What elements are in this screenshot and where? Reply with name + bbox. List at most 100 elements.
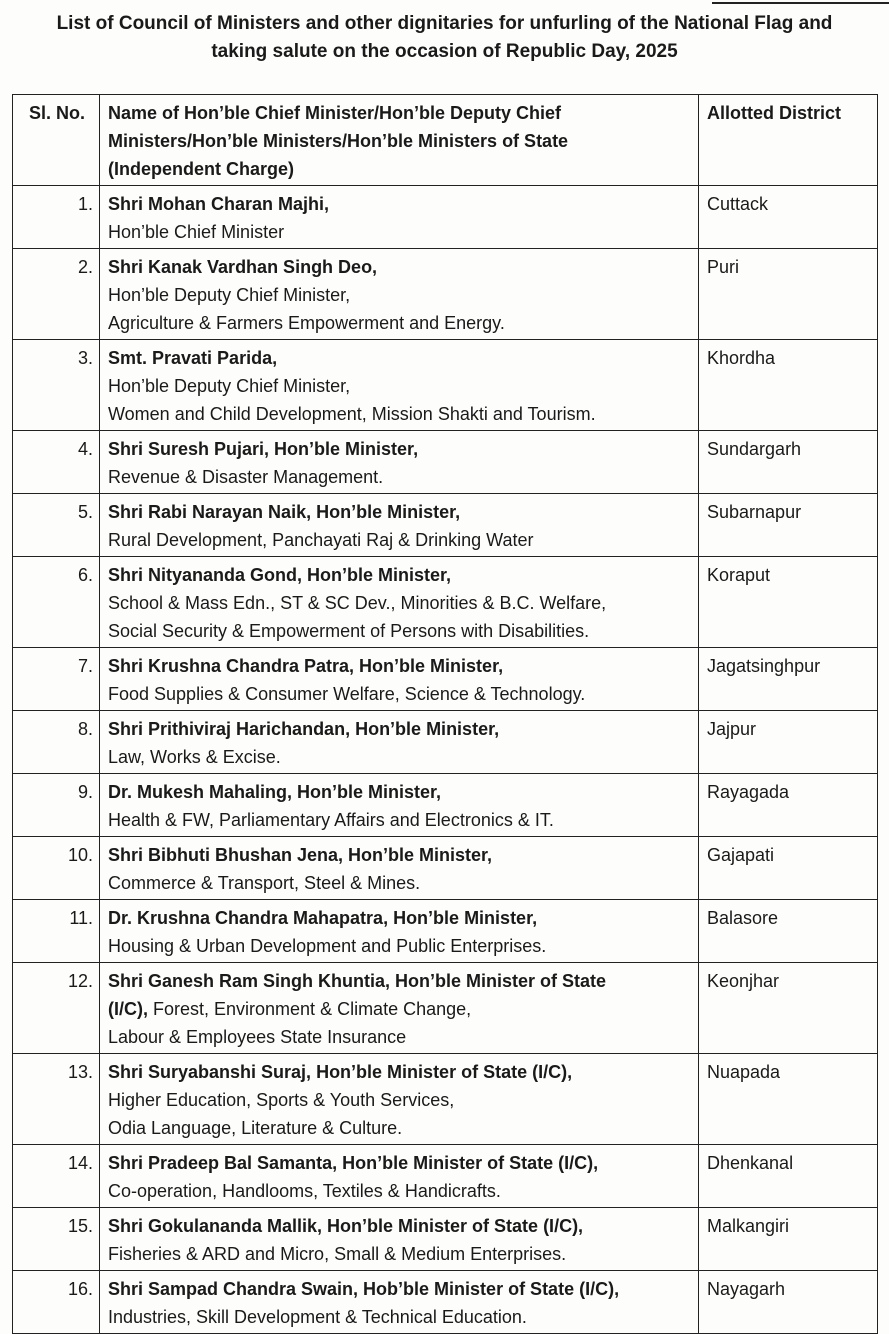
allotted-district: Puri: [698, 248, 878, 340]
allotted-district: Nayagarh: [698, 1270, 878, 1334]
sl-no: 12.: [12, 962, 100, 1054]
table-row: 14. Shri Pradeep Bal Samanta, Hon’ble Min…: [12, 1144, 878, 1208]
minister-details: Smt. Pravati Parida, Hon’ble Deputy Chief…: [99, 339, 699, 431]
document-title: List of Council of Ministers and other d…: [0, 10, 889, 66]
sl-no: 16.: [12, 1270, 100, 1334]
sl-no: 3.: [12, 339, 100, 431]
detail-line: Dr. Krushna Chandra Mahapatra, Hon’ble M…: [108, 904, 690, 932]
sl-no: 14.: [12, 1144, 100, 1208]
minister-details: Shri Sampad Chandra Swain, Hob’ble Minis…: [99, 1270, 699, 1334]
allotment-table: Sl. No. Name of Hon’ble Chief Minister/H…: [12, 94, 878, 1334]
plain-text: Commerce & Transport, Steel & Mines.: [108, 873, 421, 893]
allotted-district: Khordha: [698, 339, 878, 431]
bold-text: Shri Ganesh Ram Singh Khuntia, Hon’ble M…: [108, 971, 607, 991]
plain-text: School & Mass Edn., ST & SC Dev., Minori…: [108, 593, 607, 613]
detail-line: Labour & Employees State Insurance: [108, 1023, 690, 1051]
sl-no: 1.: [12, 185, 100, 249]
minister-details: Shri Nityananda Gond, Hon’ble Minister, S…: [99, 556, 699, 648]
bold-text: Shri Rabi Narayan Naik, Hon’ble Minister…: [108, 502, 461, 522]
title-line-1: List of Council of Ministers and other d…: [56, 13, 833, 34]
minister-details: Shri Bibhuti Bhushan Jena, Hon’ble Minis…: [99, 836, 699, 900]
table-row: 9. Dr. Mukesh Mahaling, Hon’ble Minister,…: [12, 773, 878, 837]
plain-text: Hon’ble Chief Minister: [108, 222, 285, 242]
table-row: 16. Shri Sampad Chandra Swain, Hob’ble Mi…: [12, 1270, 878, 1334]
table-row: 10. Shri Bibhuti Bhushan Jena, Hon’ble Mi…: [12, 836, 878, 900]
title-line-2: taking salute on the occasion of Republi…: [211, 41, 678, 62]
table-row: 7. Shri Krushna Chandra Patra, Hon’ble Mi…: [12, 647, 878, 711]
sl-no: 4.: [12, 430, 100, 494]
allotted-district: Nuapada: [698, 1053, 878, 1145]
plain-text: Hon’ble Deputy Chief Minister,: [108, 285, 351, 305]
minister-details: Shri Krushna Chandra Patra, Hon’ble Mini…: [99, 647, 699, 711]
sl-no: 8.: [12, 710, 100, 774]
sl-no: 11.: [12, 899, 100, 963]
plain-text: Odia Language, Literature & Culture.: [108, 1118, 403, 1138]
table-row: 15. Shri Gokulananda Mallik, Hon’ble Mini…: [12, 1207, 878, 1271]
sl-no: 9.: [12, 773, 100, 837]
detail-line: School & Mass Edn., ST & SC Dev., Minori…: [108, 589, 690, 617]
bold-text: Shri Pradeep Bal Samanta, Hon’ble Minist…: [108, 1153, 599, 1173]
table-row: 4. Shri Suresh Pujari, Hon’ble Minister, R…: [12, 430, 878, 494]
detail-line: Shri Krushna Chandra Patra, Hon’ble Mini…: [108, 652, 690, 680]
header-name-line: (Independent Charge): [108, 159, 295, 179]
minister-details: Shri Kanak Vardhan Singh Deo, Hon’ble Dep…: [99, 248, 699, 340]
minister-details: Shri Gokulananda Mallik, Hon’ble Ministe…: [99, 1207, 699, 1271]
minister-details: Shri Pradeep Bal Samanta, Hon’ble Minist…: [99, 1144, 699, 1208]
plain-text: Food Supplies & Consumer Welfare, Scienc…: [108, 684, 586, 704]
detail-line: Shri Prithiviraj Harichandan, Hon’ble Mi…: [108, 715, 690, 743]
allotted-district: Koraput: [698, 556, 878, 648]
allotted-district: Sundargarh: [698, 430, 878, 494]
detail-line: Higher Education, Sports & Youth Service…: [108, 1086, 690, 1114]
sl-no: 10.: [12, 836, 100, 900]
detail-line: Shri Suresh Pujari, Hon’ble Minister,: [108, 435, 690, 463]
detail-line: Health & FW, Parliamentary Affairs and E…: [108, 806, 690, 834]
bold-text: (I/C),: [108, 999, 148, 1019]
bold-text: Shri Sampad Chandra Swain, Hob’ble Minis…: [108, 1279, 620, 1299]
table-row: 11. Dr. Krushna Chandra Mahapatra, Hon’bl…: [12, 899, 878, 963]
detail-line: Agriculture & Farmers Empowerment and En…: [108, 309, 690, 337]
bold-text: Shri Gokulananda Mallik, Hon’ble Ministe…: [108, 1216, 584, 1236]
plain-text: Fisheries & ARD and Micro, Small & Mediu…: [108, 1244, 567, 1264]
bold-text: Shri Kanak Vardhan Singh Deo,: [108, 257, 378, 277]
detail-line: Hon’ble Chief Minister: [108, 218, 690, 246]
detail-line: Shri Sampad Chandra Swain, Hob’ble Minis…: [108, 1275, 690, 1303]
header-district: Allotted District: [698, 94, 878, 186]
minister-details: Shri Prithiviraj Harichandan, Hon’ble Mi…: [99, 710, 699, 774]
plain-text: Health & FW, Parliamentary Affairs and E…: [108, 810, 554, 830]
detail-line: Shri Bibhuti Bhushan Jena, Hon’ble Minis…: [108, 841, 690, 869]
top-rule: [712, 2, 889, 4]
detail-line: Co-operation, Handlooms, Textiles & Hand…: [108, 1177, 690, 1205]
detail-line: Commerce & Transport, Steel & Mines.: [108, 869, 690, 897]
bold-text: Smt. Pravati Parida,: [108, 348, 278, 368]
table-row: 1. Shri Mohan Charan Majhi, Hon’ble Chief …: [12, 185, 878, 249]
plain-text: Industries, Skill Development & Technica…: [108, 1307, 527, 1327]
allotted-district: Malkangiri: [698, 1207, 878, 1271]
bold-text: Shri Prithiviraj Harichandan, Hon’ble Mi…: [108, 719, 500, 739]
plain-text: Law, Works & Excise.: [108, 747, 281, 767]
detail-line: Smt. Pravati Parida,: [108, 344, 690, 372]
bold-text: Shri Bibhuti Bhushan Jena, Hon’ble Minis…: [108, 845, 493, 865]
detail-line: Law, Works & Excise.: [108, 743, 690, 771]
allotted-district: Keonjhar: [698, 962, 878, 1054]
detail-line: Dr. Mukesh Mahaling, Hon’ble Minister,: [108, 778, 690, 806]
table-row: 8. Shri Prithiviraj Harichandan, Hon’ble …: [12, 710, 878, 774]
allotted-district: Jajpur: [698, 710, 878, 774]
sl-no: 15.: [12, 1207, 100, 1271]
sl-no: 7.: [12, 647, 100, 711]
minister-details: Shri Mohan Charan Majhi, Hon’ble Chief Mi…: [99, 185, 699, 249]
detail-line: Shri Nityananda Gond, Hon’ble Minister,: [108, 561, 690, 589]
minister-details: Shri Rabi Narayan Naik, Hon’ble Minister…: [99, 493, 699, 557]
detail-line: Odia Language, Literature & Culture.: [108, 1114, 690, 1142]
table-row: 12. Shri Ganesh Ram Singh Khuntia, Hon’bl…: [12, 962, 878, 1054]
table-row: 5. Shri Rabi Narayan Naik, Hon’ble Minist…: [12, 493, 878, 557]
detail-line: Food Supplies & Consumer Welfare, Scienc…: [108, 680, 690, 708]
table-header-row: Sl. No. Name of Hon’ble Chief Minister/H…: [12, 94, 878, 186]
detail-line: Revenue & Disaster Management.: [108, 463, 690, 491]
detail-line: Hon’ble Deputy Chief Minister,: [108, 372, 690, 400]
header-sl-no: Sl. No.: [12, 94, 100, 186]
plain-text: Social Security & Empowerment of Persons…: [108, 621, 590, 641]
plain-text: Hon’ble Deputy Chief Minister,: [108, 376, 351, 396]
sl-no: 6.: [12, 556, 100, 648]
detail-line: Housing & Urban Development and Public E…: [108, 932, 690, 960]
plain-text: Higher Education, Sports & Youth Service…: [108, 1090, 455, 1110]
